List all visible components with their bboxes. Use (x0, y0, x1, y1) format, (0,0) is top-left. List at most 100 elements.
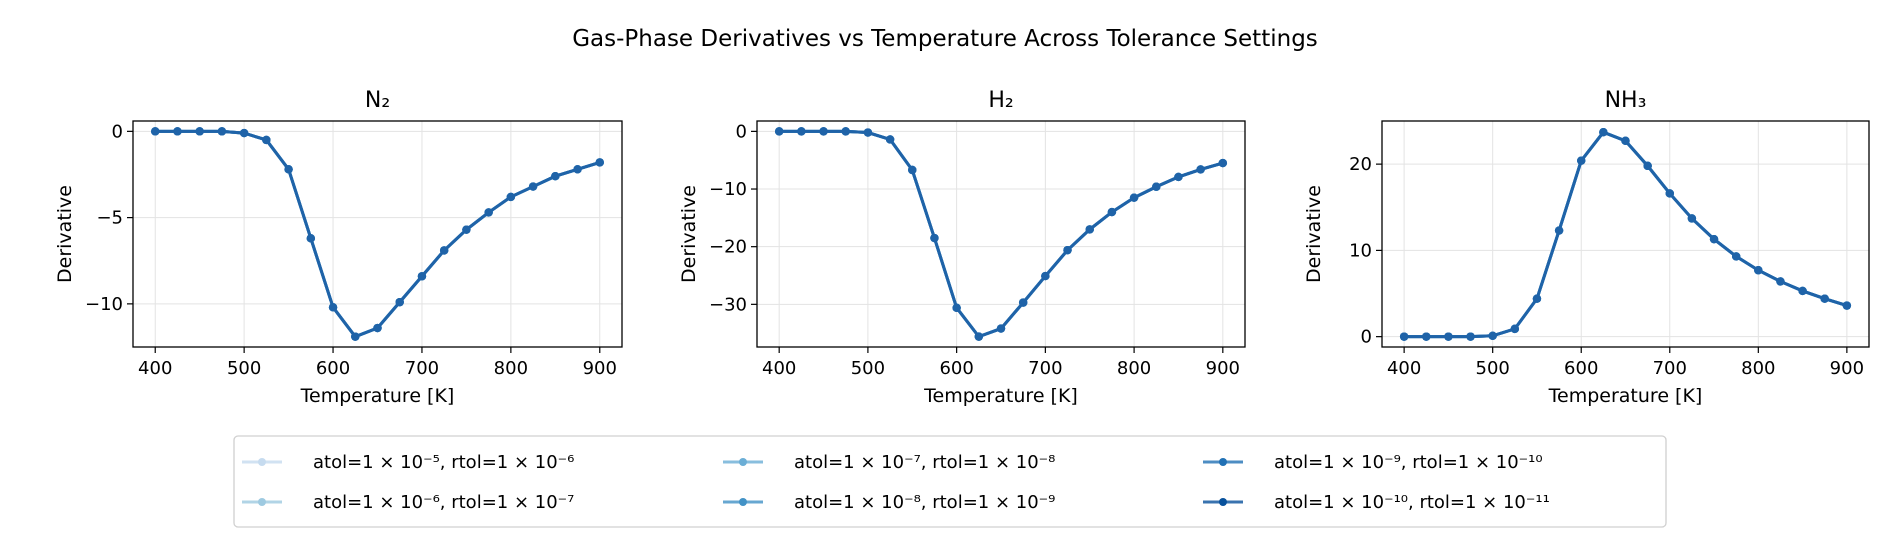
data-point (1107, 207, 1117, 217)
data-point (484, 208, 493, 217)
x-axis-label: Temperature [K] (300, 385, 455, 407)
series-line (1404, 130, 1848, 339)
data-point (1709, 234, 1719, 244)
y-tick-label: −10 (85, 294, 123, 315)
series-5 (1399, 128, 1852, 341)
series-6 (151, 127, 604, 341)
data-point (1532, 294, 1542, 303)
data-point (195, 127, 204, 136)
series-line (155, 129, 601, 339)
series-line (1404, 130, 1848, 339)
data-point (1687, 214, 1697, 223)
data-point (1510, 324, 1520, 334)
data-point (774, 127, 784, 136)
y-tick-label: 20 (1349, 154, 1372, 175)
subplot-title: NH₃ (1605, 88, 1647, 113)
y-tick-label: −5 (96, 208, 123, 229)
data-point (284, 165, 293, 174)
series-line (1404, 130, 1848, 339)
series-6 (774, 127, 1228, 341)
series-line (779, 129, 1224, 339)
x-tick-label: 500 (227, 358, 261, 379)
x-tick-label: 500 (1476, 358, 1510, 379)
x-tick-label: 600 (316, 358, 350, 379)
data-point (506, 192, 516, 202)
series-line (779, 129, 1224, 339)
data-point (1085, 225, 1094, 234)
y-tick-label: −10 (709, 179, 747, 200)
data-point (885, 135, 895, 144)
data-point (306, 234, 316, 243)
x-tick-label: 400 (762, 358, 796, 379)
data-point (930, 233, 939, 243)
legend-entry-2: atol=1 × 10⁻⁶, rtol=1 × 10⁻⁷ (242, 492, 574, 513)
x-axis-label: Temperature [K] (1548, 385, 1703, 407)
x-tick-label: 700 (1028, 358, 1062, 379)
data-point (262, 135, 271, 145)
series-line (155, 129, 601, 339)
axes-frame (132, 120, 623, 348)
data-point (1554, 226, 1564, 235)
x-tick-label: 800 (1117, 358, 1151, 379)
axes-frame (756, 120, 1246, 348)
data-point (1599, 128, 1608, 137)
data-point (1488, 331, 1497, 340)
data-point (373, 323, 382, 333)
x-tick-label: 600 (1564, 358, 1598, 379)
series-2 (774, 127, 1228, 341)
data-point (239, 128, 249, 138)
data-point (417, 272, 427, 281)
series-1 (774, 127, 1228, 341)
series-4 (1399, 128, 1852, 341)
y-tick-label: 10 (1349, 240, 1372, 261)
data-point (1196, 165, 1205, 174)
legend-entry-4: atol=1 × 10⁻⁸, rtol=1 × 10⁻⁹ (723, 492, 1055, 513)
figure-title: Gas-Phase Derivatives vs Temperature Acr… (572, 26, 1318, 52)
series-1 (151, 127, 604, 341)
data-point (1754, 266, 1763, 275)
data-point (1466, 332, 1475, 341)
data-point (841, 127, 850, 136)
data-point (1399, 332, 1409, 341)
y-axis-label: Derivative (54, 185, 76, 283)
x-tick-label: 800 (494, 358, 528, 379)
series-line (1404, 130, 1848, 339)
data-point (1063, 245, 1072, 255)
series-3 (774, 127, 1228, 341)
subplot-1: 400 500 600 700 800 900 0 −5 −10 N₂ Temperature [K… (54, 88, 623, 407)
series-line (155, 129, 601, 339)
series-line (155, 129, 601, 339)
x-tick-label: 700 (405, 358, 439, 379)
series-2 (151, 127, 604, 341)
legend: atol=1 × 10⁻⁵, rtol=1 × 10⁻⁶ atol=1 × 10⁻… (233, 435, 1667, 528)
series-line (779, 129, 1224, 339)
y-tick-label: 0 (1361, 327, 1372, 348)
legend-label: atol=1 × 10⁻⁸, rtol=1 × 10⁻⁹ (794, 492, 1055, 513)
data-point (1174, 172, 1183, 182)
legend-handle-marker (258, 498, 266, 506)
x-tick-label: 800 (1741, 358, 1775, 379)
series-line (1404, 130, 1848, 339)
x-axis-label: Temperature [K] (923, 385, 1078, 407)
y-tick-label: −20 (709, 237, 747, 258)
data-point (1665, 189, 1674, 198)
legend-label: atol=1 × 10⁻⁷, rtol=1 × 10⁻⁸ (794, 452, 1055, 473)
series-line (155, 129, 601, 339)
x-tick-label: 500 (851, 358, 885, 379)
data-point (462, 225, 471, 234)
series-4 (151, 127, 604, 341)
data-point (528, 182, 538, 191)
data-point (819, 127, 828, 136)
data-point (1577, 156, 1586, 165)
data-point (908, 165, 917, 175)
legend-frame (233, 435, 1667, 528)
legend-label: atol=1 × 10⁻⁶, rtol=1 × 10⁻⁷ (313, 492, 574, 513)
subplot-title: N₂ (365, 88, 390, 113)
data-point (1041, 271, 1050, 281)
series-3 (1399, 128, 1852, 341)
legend-entry-6: atol=1 × 10⁻¹⁰, rtol=1 × 10⁻¹¹ (1203, 492, 1550, 513)
series-line (779, 129, 1224, 339)
data-point (1842, 301, 1852, 310)
y-axis-label: Derivative (1303, 185, 1325, 283)
